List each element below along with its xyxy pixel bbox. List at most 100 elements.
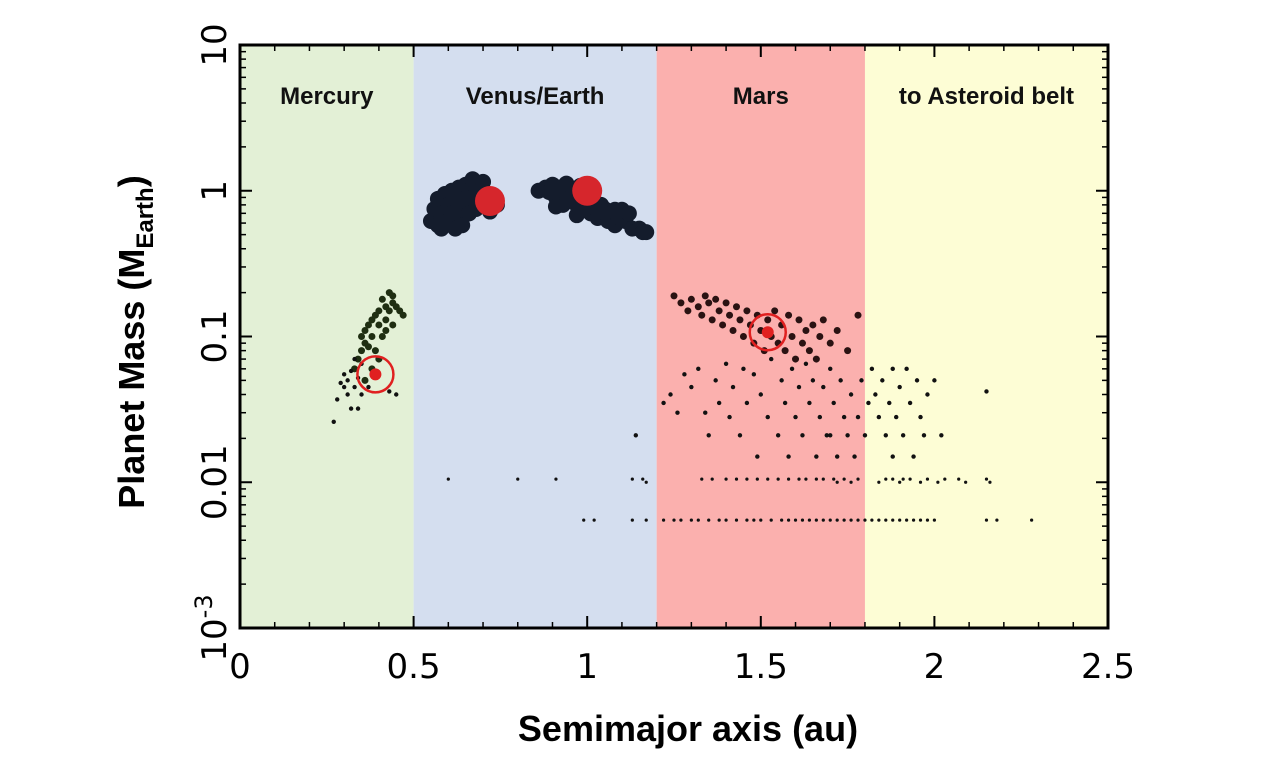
data-point [661,518,666,522]
data-point [852,454,857,459]
data-point [859,378,864,383]
data-point [816,333,824,340]
data-point [358,333,366,340]
data-point [712,295,720,303]
data-point [769,356,774,362]
data-point [904,366,909,372]
data-point [914,378,920,383]
data-point [995,518,999,522]
data-point [898,518,902,522]
region-band [656,45,865,628]
y-tick-label: 1 [195,180,235,202]
data-point [786,518,791,522]
region-labels: Mercury Venus/Earth Mars to Asteroid belt [280,83,1074,110]
x-tick-label: 1 [576,647,598,687]
y-tick-label: 0.01 [195,444,235,520]
data-point [582,518,586,522]
planet-marker [761,326,774,339]
planet-markers [356,175,787,394]
data-point [849,518,853,522]
planet-marker [474,186,505,217]
data-point [781,347,789,355]
x-tick-label: 0 [229,647,251,687]
data-point [394,392,399,397]
data-point [698,311,706,319]
data-point [936,480,940,484]
data-point [849,480,853,484]
data-point [891,518,895,522]
planet-ring [748,312,787,352]
data-point [589,203,606,220]
data-point [876,414,882,420]
planet-marker [572,175,603,206]
data-point [630,518,634,522]
data-point [675,410,680,415]
data-point [786,477,791,481]
y-axis-title-close: ) [111,175,152,187]
data-point [814,454,819,459]
data-point [378,295,386,303]
data-point [911,518,916,522]
data-point [984,477,989,481]
data-point [755,477,759,481]
y-axis-title: Planet Mass (MEarth) [111,175,159,508]
region-label: Venus/Earth [466,83,605,110]
data-point [793,518,798,522]
data-point [668,392,673,397]
data-point [352,384,357,390]
data-point [877,480,881,484]
data-point [932,518,937,522]
data-point [918,414,923,420]
data-point [901,477,905,481]
data-point [387,389,392,394]
data-point [809,321,817,329]
x-tick-label: 2.5 [1081,647,1135,687]
x-tick-label: 1.5 [734,647,788,687]
data-point [633,433,639,438]
data-point [905,518,909,522]
data-point [547,198,564,215]
data-point [789,366,795,372]
data-point [821,384,826,390]
data-point [385,307,393,315]
data-point [723,361,729,366]
data-point [826,339,834,347]
data-point [361,376,369,384]
data-point [907,400,913,406]
data-point [814,477,818,481]
data-point [755,454,760,459]
data-point [821,477,825,481]
data-point [890,366,895,372]
data-point [358,347,366,355]
data-point [429,217,446,234]
data-point [382,316,390,324]
data-point [331,419,336,424]
data-point [817,414,823,420]
data-point [341,384,347,390]
data-point [766,477,770,481]
data-point [705,299,713,307]
data-point [779,378,784,383]
data-point [883,433,888,438]
y-tick-label-base: 1 [195,180,235,202]
data-point [672,518,676,522]
data-point [869,366,875,372]
data-point [752,518,756,522]
region-label: Mars [733,83,789,110]
data-point [862,433,868,438]
data-point [638,224,655,241]
data-point [446,477,450,481]
data-point [682,372,687,377]
data-point [887,400,892,406]
x-tick-labels: 0 0.5 1 1.5 2 2.5 [229,647,1135,687]
data-point [737,433,743,438]
data-point [838,378,843,383]
data-point [696,366,701,372]
data-point [364,321,372,329]
data-point [743,307,751,315]
data-point [375,307,383,315]
data-point [689,518,693,522]
data-point [729,326,737,334]
data-point [644,518,648,522]
data-point [568,207,585,224]
